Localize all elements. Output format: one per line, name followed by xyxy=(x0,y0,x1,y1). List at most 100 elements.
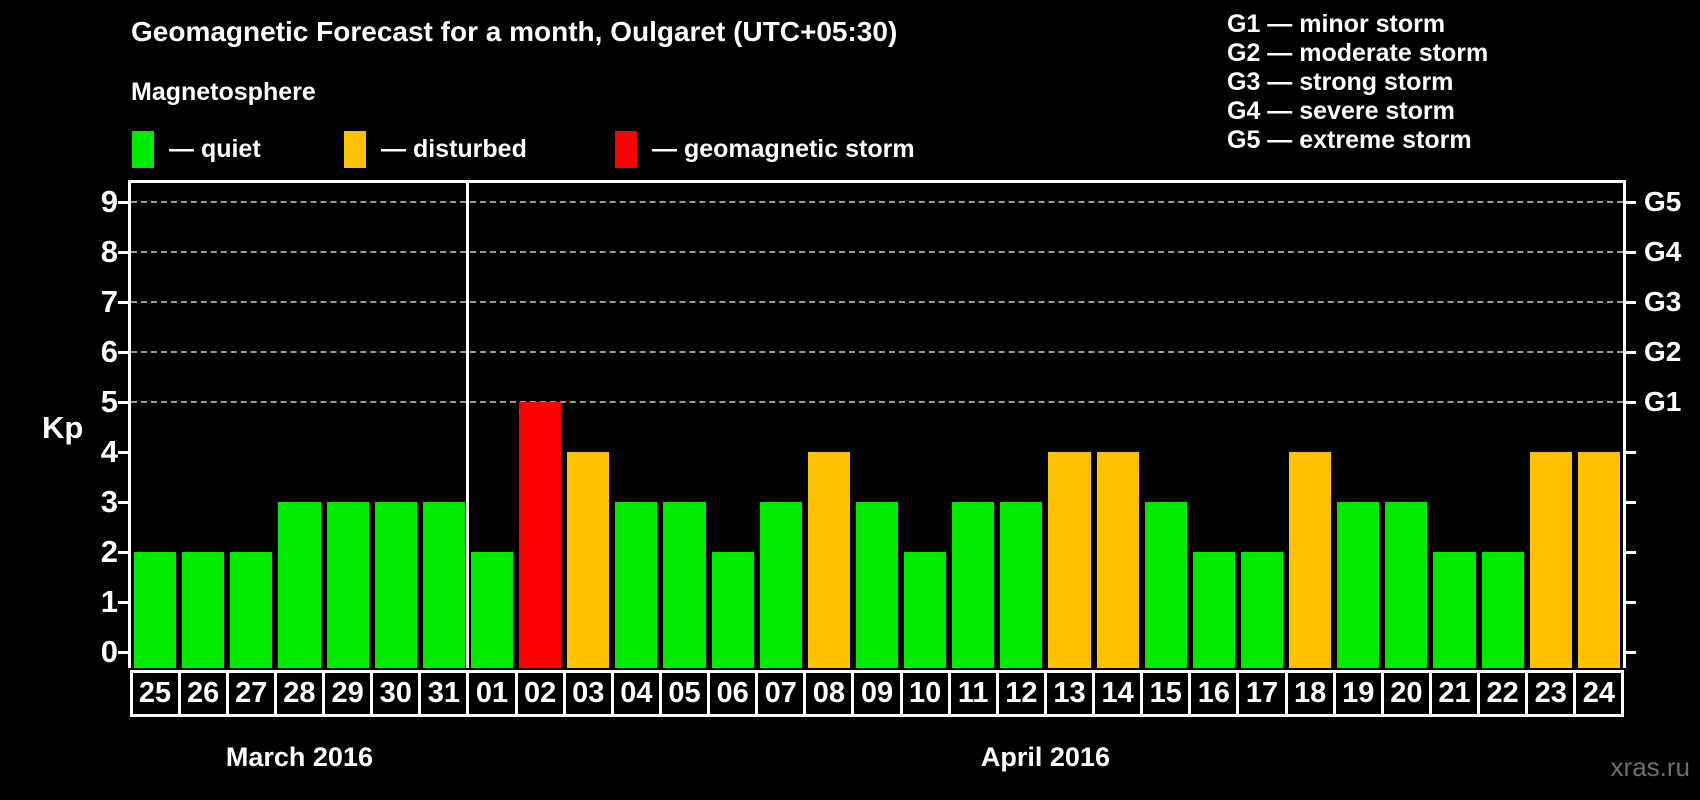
x-tick-day-02: 02 xyxy=(514,670,566,717)
kp-bar-20 xyxy=(1385,502,1428,668)
x-tick-day-05: 05 xyxy=(658,670,711,717)
kp-bar-12 xyxy=(1000,502,1043,668)
gridline-kp7 xyxy=(131,301,1623,303)
month-label-0: March 2016 xyxy=(225,742,373,772)
right-axis-label-g5: G5 xyxy=(1644,186,1682,217)
y-axis-label: Kp xyxy=(42,410,84,445)
y-tick-label-0: 0 xyxy=(100,634,118,669)
right-axis-label-g3: G3 xyxy=(1644,286,1682,317)
y-tick-label-9: 9 xyxy=(100,184,118,219)
right-tick-5 xyxy=(1626,401,1636,404)
quiet-color-swatch xyxy=(132,130,154,168)
x-tick-day-23: 23 xyxy=(1525,670,1577,717)
right-tick-3 xyxy=(1626,501,1636,504)
kp-bar-26 xyxy=(182,552,225,668)
disturbed-color-swatch xyxy=(344,130,366,168)
gridline-kp5 xyxy=(131,401,1623,403)
x-tick-day-06: 06 xyxy=(707,670,759,717)
kp-bar-30 xyxy=(374,502,417,668)
x-tick-day-22: 22 xyxy=(1477,670,1529,717)
watermark: xras.ru xyxy=(1610,752,1690,782)
kp-bar-13 xyxy=(1048,452,1091,668)
kp-bar-03 xyxy=(567,452,610,668)
kp-bar-23 xyxy=(1529,452,1572,668)
x-tick-day-28: 28 xyxy=(273,670,325,717)
kp-bar-28 xyxy=(278,502,321,668)
right-tick-4 xyxy=(1626,451,1636,454)
g-legend-line-g2: G2 — moderate storm xyxy=(1227,39,1489,67)
y-tick-label-4: 4 xyxy=(100,434,118,469)
kp-bar-08 xyxy=(807,452,850,668)
x-tick-day-08: 08 xyxy=(803,670,855,717)
kp-bar-29 xyxy=(326,502,369,668)
legend-item-storm: — geomagnetic storm xyxy=(615,128,915,170)
kp-bar-25 xyxy=(134,552,177,668)
x-tick-day-01: 01 xyxy=(466,670,518,717)
right-tick-7 xyxy=(1626,301,1636,304)
x-tick-day-31: 31 xyxy=(418,670,470,717)
kp-bar-18 xyxy=(1289,452,1332,668)
kp-bar-05 xyxy=(663,502,706,668)
x-tick-day-10: 10 xyxy=(899,670,951,717)
y-tick-label-6: 6 xyxy=(100,334,118,369)
plot-border-top xyxy=(128,180,1626,183)
kp-bar-02 xyxy=(519,402,562,668)
g-legend-line-g4: G4 — severe storm xyxy=(1227,97,1455,125)
x-tick-day-04: 04 xyxy=(610,670,662,717)
right-tick-6 xyxy=(1626,351,1636,354)
right-axis-label-g2: G2 xyxy=(1644,336,1682,367)
left-tick-1 xyxy=(118,601,128,604)
x-tick-day-17: 17 xyxy=(1236,670,1288,717)
kp-bar-27 xyxy=(230,552,273,668)
x-tick-day-13: 13 xyxy=(1043,670,1096,717)
x-tick-day-07: 07 xyxy=(755,670,807,717)
x-tick-day-16: 16 xyxy=(1188,670,1240,717)
kp-bar-15 xyxy=(1144,502,1187,668)
left-tick-4 xyxy=(118,451,128,454)
y-tick-label-5: 5 xyxy=(100,384,118,419)
gridline-kp8 xyxy=(131,251,1623,253)
month-separator-line xyxy=(466,180,470,668)
g-legend-line-g3: G3 — strong storm xyxy=(1227,68,1454,96)
legend-item-disturbed: — disturbed xyxy=(344,128,527,170)
g-legend-line-g5: G5 — extreme storm xyxy=(1227,126,1472,154)
x-tick-day-24: 24 xyxy=(1573,670,1625,717)
left-tick-8 xyxy=(118,251,128,254)
legend-item-quiet: — quiet xyxy=(132,128,261,170)
left-tick-0 xyxy=(118,651,128,654)
kp-bar-22 xyxy=(1481,552,1524,668)
x-tick-day-19: 19 xyxy=(1332,670,1384,717)
legend-disturbed-label: — disturbed xyxy=(381,134,527,163)
kp-bar-04 xyxy=(615,502,658,668)
kp-bar-01 xyxy=(470,552,514,668)
right-axis-label-g1: G1 xyxy=(1644,386,1682,417)
legend-quiet-label: — quiet xyxy=(169,134,261,163)
left-tick-3 xyxy=(118,501,128,504)
kp-bar-16 xyxy=(1192,552,1235,668)
x-tick-day-12: 12 xyxy=(995,670,1047,717)
storm-color-swatch xyxy=(615,130,637,168)
x-tick-day-25: 25 xyxy=(129,670,181,717)
y-tick-label-7: 7 xyxy=(100,284,118,319)
left-tick-7 xyxy=(118,301,128,304)
kp-bar-10 xyxy=(904,552,947,668)
x-tick-day-20: 20 xyxy=(1380,670,1432,717)
kp-bar-17 xyxy=(1240,552,1284,668)
right-axis-label-g4: G4 xyxy=(1644,236,1682,267)
kp-bar-06 xyxy=(711,552,754,668)
page-title: Geomagnetic Forecast for a month, Oulgar… xyxy=(131,16,898,47)
kp-bar-19 xyxy=(1337,502,1380,668)
g-scale-legend: G1 — minor storm G2 — moderate storm G3 — … xyxy=(1227,10,1488,155)
gridline-kp9 xyxy=(131,201,1623,203)
gridline-kp6 xyxy=(131,351,1623,353)
y-tick-label-3: 3 xyxy=(100,484,118,519)
kp-bar-14 xyxy=(1096,452,1139,668)
x-tick-day-21: 21 xyxy=(1428,670,1481,717)
y-tick-label-2: 2 xyxy=(100,534,118,569)
y-tick-label-8: 8 xyxy=(100,234,118,269)
magnetosphere-subtitle: Magnetosphere xyxy=(131,78,316,106)
left-tick-5 xyxy=(118,401,128,404)
x-tick-day-30: 30 xyxy=(370,670,422,717)
